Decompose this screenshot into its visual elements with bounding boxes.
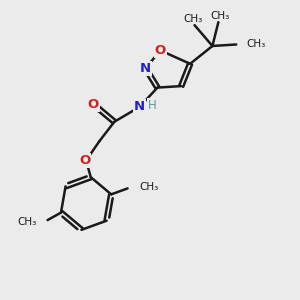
Text: O: O xyxy=(79,154,90,167)
Text: O: O xyxy=(155,44,166,57)
Text: O: O xyxy=(87,98,99,111)
Text: CH₃: CH₃ xyxy=(210,11,230,21)
Text: CH₃: CH₃ xyxy=(184,14,203,24)
Text: CH₃: CH₃ xyxy=(139,182,158,192)
Text: H: H xyxy=(148,99,157,112)
Text: N: N xyxy=(140,62,151,75)
Text: CH₃: CH₃ xyxy=(17,218,36,227)
Text: CH₃: CH₃ xyxy=(247,40,266,50)
Text: N: N xyxy=(134,100,145,113)
